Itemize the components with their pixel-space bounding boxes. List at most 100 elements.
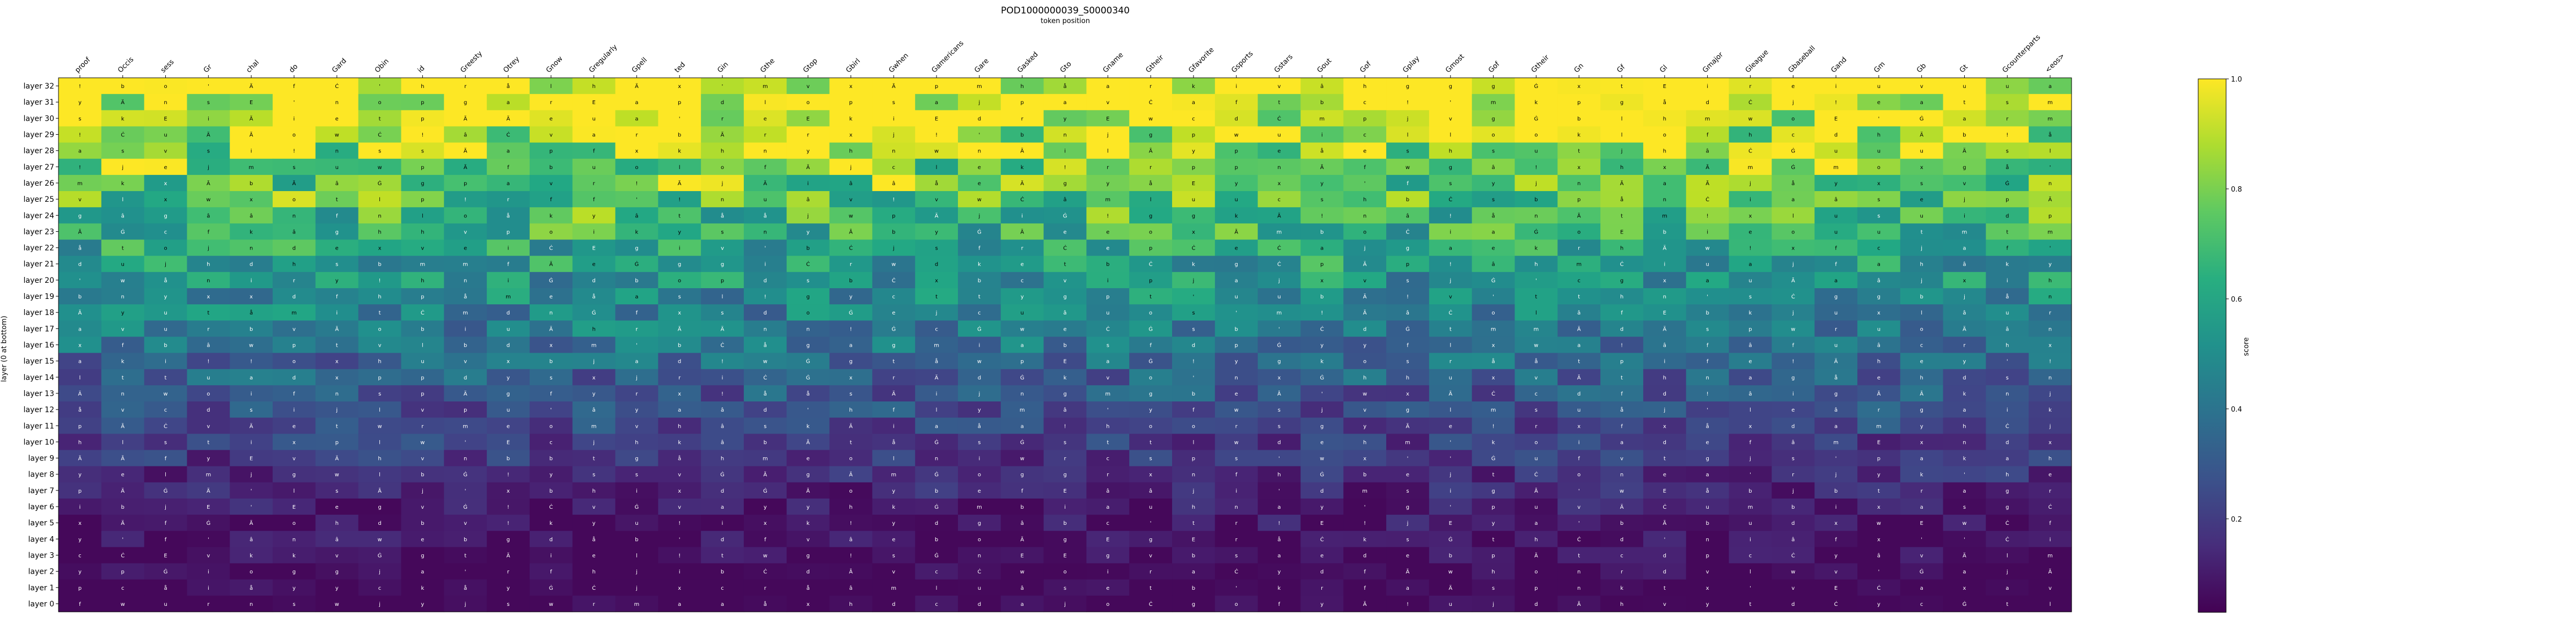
cell-token-label: n [292, 213, 296, 219]
cell-token-label: ' [1707, 294, 1708, 300]
cell-token-label: n [1577, 181, 1580, 187]
cell-token-label: i [722, 375, 723, 381]
cell-token-label: Ġ [977, 228, 982, 235]
heatmap-cell [1000, 110, 1044, 127]
heatmap-cell [743, 288, 787, 305]
cell-token-label: â [1748, 342, 1752, 349]
cell-token-label: f [1235, 472, 1238, 478]
cell-token-label: w [206, 197, 210, 203]
heatmap-cell [1557, 288, 1601, 305]
heatmap-cell [1129, 94, 1173, 111]
cell-token-label: Ċ [1663, 503, 1666, 510]
cell-token-label: e [1449, 423, 1452, 429]
cell-token-label: u [1106, 310, 1109, 316]
cell-token-label: b [1620, 521, 1623, 526]
cell-token-label: å [592, 536, 596, 543]
x-tick-label: Gl [1658, 64, 1669, 75]
cell-token-label: a [1963, 246, 1966, 252]
heatmap-cell [1986, 223, 2029, 240]
cell-token-label: r [1150, 84, 1152, 90]
cell-token-label: o [1577, 229, 1580, 235]
cell-token-label: å [1620, 406, 1623, 413]
cell-token-label: Ċ [849, 245, 853, 252]
heatmap-cell [1729, 110, 1772, 127]
heatmap-cell [487, 255, 530, 273]
cell-token-label: d [764, 310, 767, 316]
cell-token-label: Ä [1020, 180, 1024, 187]
cell-token-label: Ċ [592, 584, 596, 591]
cell-token-label: Ä [1920, 131, 1923, 138]
cell-token-label: j [1963, 197, 1965, 203]
cell-token-label: s [1406, 488, 1409, 494]
heatmap-cell [1557, 110, 1601, 127]
cell-token-label: u [1877, 149, 1880, 155]
cell-token-label: c [1877, 246, 1880, 252]
heatmap-cell [1257, 110, 1301, 127]
cell-token-label: Ä [549, 261, 553, 268]
heatmap-cell [872, 142, 916, 159]
cell-token-label: s [592, 472, 595, 478]
cell-token-label: ' [122, 537, 123, 543]
cell-token-label: l [2007, 553, 2008, 559]
heatmap-cell [957, 191, 1001, 208]
cell-token-label: h [1877, 133, 1880, 138]
cell-token-label: k [1320, 359, 1323, 365]
cell-token-label: n [335, 149, 339, 155]
heatmap-cell [315, 174, 359, 192]
cell-token-label: Ä [1963, 552, 1966, 559]
x-tick-label: Gmost [1444, 53, 1466, 75]
cell-token-label: k [1534, 100, 1538, 106]
cell-token-label: â [1406, 310, 1409, 316]
cell-token-label: x [1663, 165, 1666, 171]
cell-token-label: f [1407, 181, 1409, 187]
heatmap-cell [1300, 255, 1344, 273]
heatmap-cell [701, 288, 744, 305]
heatmap-cell [1129, 255, 1173, 273]
cell-token-label: r [807, 133, 810, 138]
cell-token-label: b [1235, 326, 1238, 332]
cell-token-label: c [1791, 133, 1795, 138]
cell-token-label: r [2006, 116, 2009, 122]
cell-token-label: g [1791, 375, 1795, 381]
cell-token-label: m [1748, 504, 1753, 510]
cell-token-label: b [378, 262, 381, 268]
heatmap-cell [1129, 191, 1173, 208]
cell-token-label: d [507, 310, 510, 316]
cell-token-label: h [592, 488, 595, 494]
cell-token-label: y [1192, 149, 1195, 155]
heatmap-cell [1429, 288, 1473, 305]
cell-token-label: a [250, 375, 253, 381]
heatmap-cell [1343, 191, 1387, 208]
cell-token-label: t [1535, 294, 1537, 300]
cell-token-label: Ã [1706, 180, 1709, 187]
heatmap-cell [1257, 174, 1301, 192]
heatmap-cell [1643, 223, 1687, 240]
cell-token-label: ! [1450, 262, 1452, 268]
cell-token-label: a [678, 407, 681, 413]
cell-token-label: Ċ [421, 309, 425, 316]
heatmap-cell [658, 158, 701, 175]
heatmap-cell [915, 110, 958, 127]
cell-token-label: u [335, 165, 339, 171]
heatmap-cell [1129, 223, 1173, 240]
heatmap-cell [1814, 126, 1858, 143]
heatmap-cell [58, 94, 102, 111]
x-tick-label: sess [159, 58, 176, 75]
cell-token-label: l [1450, 133, 1451, 138]
cell-token-label: u [1534, 149, 1538, 155]
cell-token-label: e [1877, 100, 1880, 106]
cell-token-label: Ä [78, 390, 82, 397]
heatmap-cell [1214, 223, 1258, 240]
cell-token-label: b [1192, 586, 1195, 591]
cell-token-label: Ã [1277, 390, 1281, 397]
cell-token-label: d [78, 262, 82, 268]
cell-token-label: u [121, 262, 125, 268]
cell-token-label: Ġ [1791, 164, 1795, 171]
y-tick-label: layer 26 [24, 179, 54, 188]
cell-token-label: å [2006, 164, 2009, 171]
cell-token-label: Ã [892, 83, 896, 90]
cell-token-label: Ġ [934, 552, 939, 559]
cell-token-label: w [420, 440, 425, 445]
cell-token-label: x [1192, 229, 1195, 235]
cell-token-label: a [1577, 343, 1580, 349]
